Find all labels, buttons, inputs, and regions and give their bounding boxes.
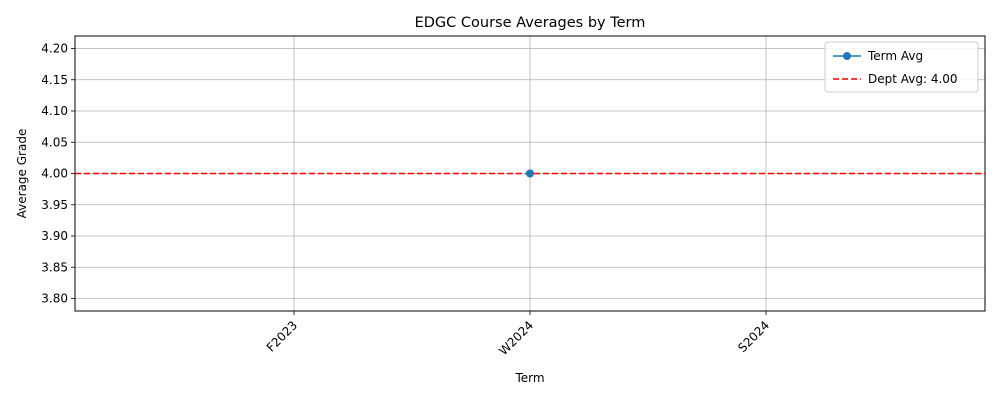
y-tick-label: 4.10 (41, 104, 68, 118)
y-tick-label: 3.85 (41, 260, 68, 274)
y-tick-label: 4.05 (41, 135, 68, 149)
chart-title: EDGC Course Averages by Term (415, 15, 646, 31)
y-axis: 3.80 3.85 3.90 3.95 4.00 4.05 4.10 4.15 4.20 (41, 42, 75, 306)
legend: Term Avg Dept Avg: 4.00 (824, 41, 979, 93)
y-axis-label: Average Grade (15, 129, 29, 219)
y-tick-label: 3.90 (41, 229, 68, 243)
x-tick-label: F2023 (264, 318, 300, 354)
y-tick-label: 3.80 (41, 292, 68, 306)
y-tick-label: 4.15 (41, 73, 68, 87)
x-axis-label: Term (514, 371, 544, 385)
legend-label-dept-avg: Dept Avg: 4.00 (868, 72, 958, 86)
data-point-term-avg (526, 169, 534, 178)
x-axis: F2023 W2024 S2024 (264, 311, 772, 358)
legend-frame (824, 41, 979, 93)
y-tick-label: 4.20 (41, 42, 68, 56)
series-layer (526, 169, 534, 178)
y-tick-label: 3.95 (41, 198, 68, 212)
x-tick-label: S2024 (735, 318, 772, 355)
legend-label-term-avg: Term Avg (867, 49, 923, 63)
legend-marker-term-avg (843, 52, 851, 60)
x-tick-label: W2024 (496, 318, 536, 358)
y-tick-label: 4.00 (41, 167, 68, 181)
